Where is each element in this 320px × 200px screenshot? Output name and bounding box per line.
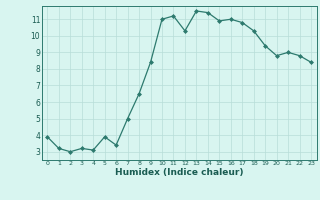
X-axis label: Humidex (Indice chaleur): Humidex (Indice chaleur) bbox=[115, 168, 244, 177]
